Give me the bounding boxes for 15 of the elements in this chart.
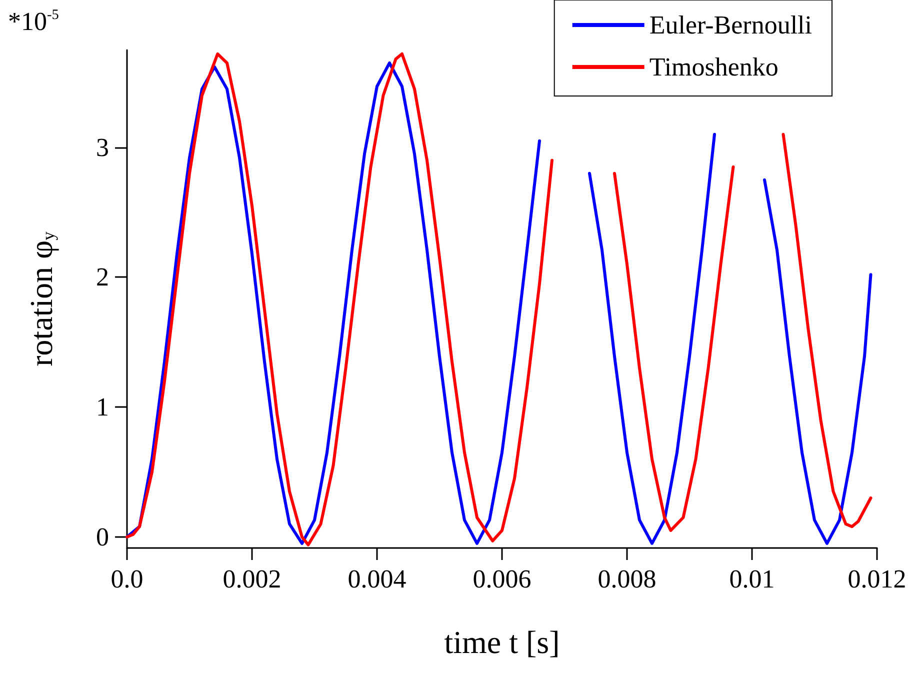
y-axis-title: rotation φy xyxy=(22,231,59,366)
x-axis-title: time t [s] xyxy=(444,624,560,660)
y-tick-label: 2 xyxy=(96,262,109,292)
y-tick-label: 3 xyxy=(96,132,109,162)
x-tick-label: 0.008 xyxy=(598,564,656,594)
x-tick-label: 0.0 xyxy=(110,564,144,594)
x-tick-label: 0.012 xyxy=(848,564,906,594)
x-tick-label: 0.004 xyxy=(348,564,406,594)
legend-label: Euler-Bernoulli xyxy=(649,10,812,40)
y-tick-label: 0 xyxy=(96,522,109,552)
x-tick-label: 0.01 xyxy=(729,564,775,594)
y-tick-label: 1 xyxy=(96,392,109,422)
legend-label: Timoshenko xyxy=(649,52,778,82)
x-tick-label: 0.002 xyxy=(222,564,282,594)
x-tick-label: 0.006 xyxy=(472,564,532,594)
